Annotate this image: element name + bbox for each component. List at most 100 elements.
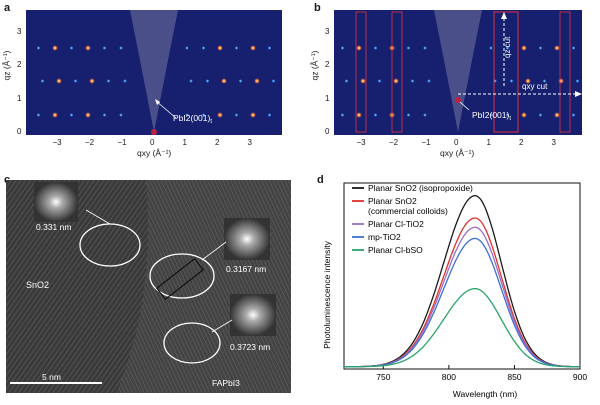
diffraction-spot — [106, 79, 111, 83]
diffraction-spot — [55, 77, 63, 85]
diffraction-spot — [69, 46, 74, 50]
region-ellipse-2 — [149, 253, 215, 299]
y-tick-label: 1 — [17, 93, 22, 103]
diffraction-spot — [571, 46, 576, 50]
beam-center — [151, 129, 157, 135]
diffraction-spot — [51, 44, 59, 52]
x-tick-label: −1 — [421, 138, 431, 147]
diffraction-spot — [40, 79, 45, 83]
beam-center — [455, 97, 461, 103]
diffraction-spot — [553, 44, 561, 52]
diffraction-spot — [505, 46, 510, 50]
diffraction-spot — [69, 113, 74, 117]
x-tick-label: 0 — [454, 138, 459, 147]
diffraction-spot — [392, 77, 400, 85]
diffraction-spot — [201, 113, 206, 117]
diffraction-spot — [373, 46, 378, 50]
d-spacing-2: 0.3167 nm — [226, 264, 266, 274]
diffraction-spot — [509, 79, 514, 83]
diffraction-spot — [271, 79, 276, 83]
diffraction-spot — [377, 79, 382, 83]
d-spacing-3: 0.3723 nm — [230, 342, 270, 352]
diffraction-spot — [355, 44, 363, 52]
diffraction-spot — [520, 44, 528, 52]
label-fapbi3: FAPbI3 — [212, 378, 240, 388]
diffraction-spot — [36, 46, 41, 50]
diffraction-spot — [538, 46, 543, 50]
diffraction-spot — [185, 46, 189, 50]
diffraction-spot — [267, 113, 272, 117]
panel-a-ylabel: qz (Å⁻¹) — [1, 50, 12, 81]
diffraction-spot — [489, 113, 493, 117]
y-tick-label: 2 — [325, 60, 330, 69]
cut-box-qz — [493, 11, 519, 133]
pl-chart: 750 800 850 900 Planar SnO2 (isopropoxide) P… — [322, 182, 587, 399]
x-tick-label: −2 — [85, 138, 95, 147]
diffraction-spot — [542, 79, 547, 83]
diffraction-spot — [520, 111, 528, 119]
x-tick-label: 3 — [247, 138, 252, 147]
diffraction-spot — [359, 77, 367, 85]
legend-label: Planar Cl-TiO2 — [368, 219, 424, 229]
diffraction-spot — [406, 46, 411, 50]
diffraction-spot — [234, 113, 239, 117]
diffraction-spot — [575, 79, 580, 83]
legend-label: mp-TiO2 — [368, 232, 401, 242]
y-tick-label: 2 — [17, 60, 22, 69]
fft-inset-2 — [224, 218, 270, 260]
annotation-b: PbI2(001)t — [472, 110, 511, 122]
diffraction-spot — [102, 113, 107, 117]
y-tick-label: 0 — [17, 127, 22, 136]
annotation-arrow-b — [459, 101, 470, 111]
x-tick-label: 2 — [519, 138, 524, 147]
y-tick-label: 0 — [325, 127, 330, 136]
diffraction-spots-a — [36, 44, 276, 119]
x-tick-label: −1 — [117, 138, 127, 147]
x-tick-label: 0 — [150, 138, 155, 147]
pl-x-tick-label: 800 — [442, 372, 456, 382]
x-tick-label: 1 — [182, 138, 187, 147]
diffraction-spot — [423, 113, 427, 117]
pl-x-tick-label: 750 — [376, 372, 390, 382]
diffraction-spot — [220, 77, 228, 85]
pl-ylabel: Photoluminescence intensity — [322, 240, 332, 348]
diffraction-spot — [119, 113, 123, 117]
diffraction-spot — [73, 79, 78, 83]
x-tick-label: 2 — [215, 138, 220, 147]
diffraction-spot — [84, 111, 92, 119]
diffraction-spot — [249, 44, 257, 52]
panel-d-letter: d — [317, 174, 324, 186]
diffraction-spot — [205, 79, 210, 83]
y-tick-label: 1 — [325, 93, 330, 103]
fft-inset-3 — [230, 294, 276, 336]
pl-x-tick-label: 900 — [573, 372, 587, 382]
profile-box — [155, 257, 205, 301]
diffraction-spot — [340, 113, 345, 117]
diffraction-spot — [571, 113, 576, 117]
diffraction-spot — [427, 79, 431, 83]
detector-gap — [130, 10, 178, 132]
tem-image: 0.331 nm 0.3167 nm 0.3723 nm SnO2 FAPbI3… — [6, 180, 291, 393]
d-spacing-1: 0.331 nm — [36, 222, 71, 232]
panel-b-ylabel: qz (Å⁻¹) — [309, 50, 320, 81]
diffraction-spot — [249, 111, 257, 119]
diffraction-spot — [253, 77, 261, 85]
diffraction-spot — [267, 46, 272, 50]
x-tick-label: 3 — [551, 138, 556, 147]
pl-series-line — [344, 287, 580, 368]
panel-b-letter: b — [314, 2, 321, 14]
diffraction-spot — [373, 113, 378, 117]
diffraction-spot — [189, 79, 193, 83]
annotation-a: PbI2(001)t — [173, 113, 212, 125]
cut-box-left2 — [391, 11, 403, 133]
diffraction-spot — [216, 111, 224, 119]
detector-gap — [434, 10, 482, 132]
legend-label: Planar Cl-bSO — [368, 245, 423, 255]
y-tick-label: 3 — [325, 26, 330, 36]
pl-series-line — [344, 237, 580, 368]
x-tick-label: −2 — [389, 138, 399, 147]
diffraction-spot — [489, 46, 493, 50]
diffraction-spot — [406, 113, 411, 117]
diffraction-spot — [340, 46, 345, 50]
fft-inset-1 — [34, 182, 78, 222]
